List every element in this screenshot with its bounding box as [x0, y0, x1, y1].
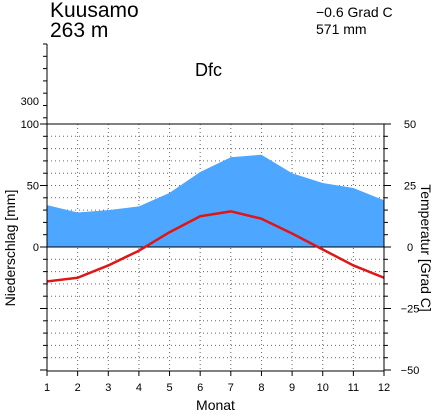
precipitation-area [47, 154, 384, 247]
x-tick-label: 1 [44, 382, 50, 394]
temp-tick-label: −50 [401, 365, 420, 377]
temperature-line [46, 210, 385, 283]
annual-precipitation: 571 mm [316, 21, 367, 37]
station-name: Kuusamo [50, 0, 139, 22]
x-tick-label: 6 [197, 382, 203, 394]
x-axis-title: Monat [196, 397, 235, 413]
y-axis-title-right: Temperatur [Grad C] [418, 184, 434, 312]
mean-temperature: −0.6 Grad C [316, 4, 393, 20]
x-tick-label: 5 [166, 382, 172, 394]
temp-tick-label: 50 [404, 119, 416, 131]
temp-tick-label: 25 [404, 181, 416, 193]
climate-class: Dfc [195, 60, 222, 80]
x-tick-label: 3 [105, 382, 111, 394]
temp-tick-label: −25 [401, 304, 420, 316]
x-tick-label: 4 [136, 382, 142, 394]
x-tick-label: 2 [75, 382, 81, 394]
x-tick-label: 11 [348, 382, 359, 394]
x-tick-label: 12 [378, 382, 390, 394]
x-tick-label: 7 [228, 382, 234, 394]
y-axis-title-left: Niederschlag [mm] [2, 190, 18, 307]
precip-tick-label: 50 [27, 181, 39, 193]
station-elevation: 263 m [50, 19, 109, 42]
precip-tick-label: 300 [21, 96, 39, 108]
precip-tick-label: 0 [33, 242, 39, 254]
precip-tick-label: 100 [21, 119, 39, 131]
x-tick-label: 8 [258, 382, 264, 394]
x-tick-label: 9 [289, 382, 295, 394]
temp-tick-label: 0 [407, 242, 413, 254]
x-tick-label: 10 [317, 382, 329, 394]
